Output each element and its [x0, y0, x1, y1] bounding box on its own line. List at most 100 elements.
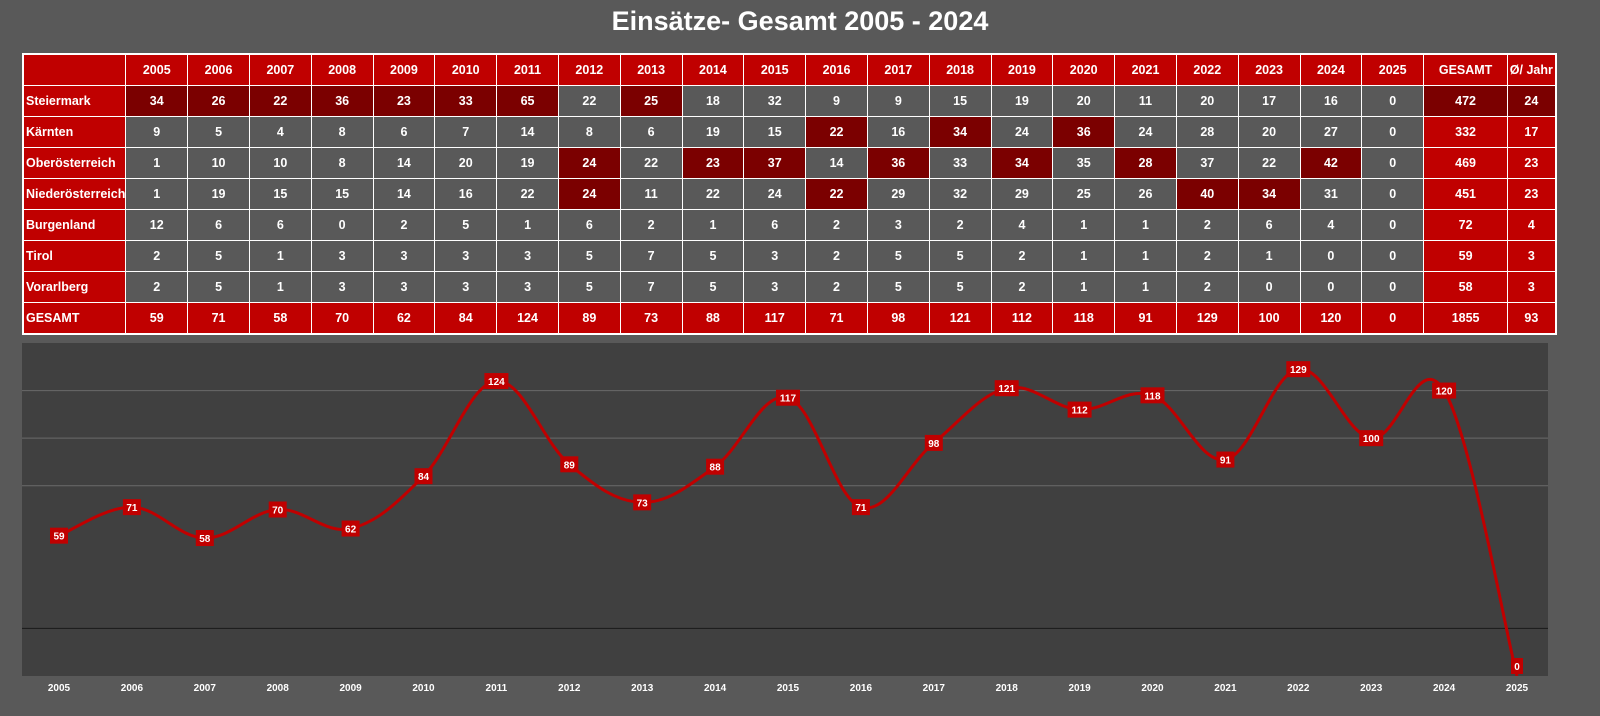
column-header: 2007 [248, 53, 312, 86]
table-cell: 3 [372, 240, 436, 272]
table-cell: 35 [1052, 147, 1116, 179]
table-cell: 16 [434, 178, 498, 210]
data-label-text: 121 [998, 384, 1015, 395]
total-cell: 84 [434, 302, 498, 335]
table-cell: 1 [1114, 240, 1177, 272]
data-label-text: 0 [1514, 662, 1520, 673]
table-cell: 22 [1237, 147, 1301, 179]
table-cell: 7 [619, 240, 683, 272]
data-label-text: 71 [126, 503, 138, 514]
x-tick-label: 2021 [1214, 683, 1237, 694]
data-label-text: 117 [780, 394, 797, 405]
table-cell: 36 [866, 147, 930, 179]
column-header: 2016 [805, 53, 868, 86]
table-cell: 2 [928, 209, 992, 241]
column-header: 2006 [187, 53, 250, 86]
table-cell: 15 [743, 116, 807, 148]
data-label-text: 120 [1436, 387, 1453, 398]
table-cell: 0 [1361, 116, 1425, 148]
total-cell: 58 [248, 302, 312, 335]
table-cell: 10 [187, 147, 250, 179]
table-cell: 5 [928, 240, 992, 272]
table-cell: 3 [310, 271, 374, 303]
table-cell: 8 [310, 147, 374, 179]
table-cell: 469 [1423, 147, 1509, 179]
total-cell: 71 [805, 302, 868, 335]
x-tick-label: 2005 [47, 683, 71, 694]
data-label-box [122, 499, 141, 516]
column-header: 2008 [310, 53, 374, 86]
table-cell: 12 [125, 209, 189, 241]
table-cell: 6 [619, 116, 683, 148]
data-label: 62 [341, 520, 360, 537]
table-cell: 16 [1299, 85, 1363, 117]
table-cell: 19 [496, 147, 559, 179]
x-tick-label: 2025 [1505, 683, 1529, 694]
column-header: 2020 [1052, 53, 1116, 86]
table-row: Tirol 2 5 1 3 3 3 3 5 7 5 3 2 5 5 2 1 1 2 1 0 0 59 3 [22, 240, 1557, 272]
data-label-box [633, 494, 652, 511]
x-tick-label: 2014 [703, 683, 727, 694]
table-cell: 0 [1361, 271, 1425, 303]
total-cell: 70 [310, 302, 374, 335]
table-row: Oberösterreich 1 10 10 8 14 20 19 24 22 23 37 14 36 33… [22, 147, 1557, 179]
table-cell: 3 [496, 271, 559, 303]
table-cell: 0 [1361, 178, 1425, 210]
table-cell: 1 [1052, 271, 1116, 303]
table-cell: 1 [248, 271, 312, 303]
table-cell: 3 [372, 271, 436, 303]
column-header: 2015 [743, 53, 807, 86]
data-label-box [924, 434, 943, 451]
table-cell: 37 [1175, 147, 1239, 179]
table-row: Steiermark 34 26 22 36 23 33 65 22 25 18 32 9 9 15 19 20… [22, 85, 1557, 117]
total-cell: 98 [866, 302, 930, 335]
table-cell: 11 [1114, 85, 1177, 117]
total-cell: 73 [619, 302, 683, 335]
column-header: 2013 [619, 53, 683, 86]
table-cell: 2 [1175, 271, 1239, 303]
data-label: 84 [414, 468, 433, 485]
data-label-text: 98 [928, 439, 940, 450]
table-cell: 16 [866, 116, 930, 148]
table-cell: 1 [1052, 209, 1116, 241]
table-cell: 451 [1423, 178, 1509, 210]
data-label: 59 [50, 527, 68, 544]
data-label-box [1140, 387, 1165, 404]
header-corner [22, 53, 127, 86]
table-cell: 5 [681, 240, 745, 272]
total-cell: 120 [1299, 302, 1363, 335]
data-label: 129 [1286, 361, 1311, 378]
table-cell: 24 [990, 116, 1054, 148]
table-cell: 15 [928, 85, 992, 117]
table-cell: 6 [743, 209, 807, 241]
x-tick-label: 2013 [631, 683, 654, 694]
data-label-box [851, 499, 870, 516]
data-label-text: 118 [1144, 391, 1161, 402]
table-cell: 17 [1507, 116, 1557, 148]
table-cell: 37 [743, 147, 807, 179]
column-header: Ø/ Jahr [1507, 53, 1557, 86]
table-cell: 17 [1237, 85, 1301, 117]
table-cell: 29 [866, 178, 930, 210]
table-cell: 5 [681, 271, 745, 303]
table-cell: 9 [805, 85, 868, 117]
data-label-text: 59 [53, 532, 65, 543]
data-label: 88 [706, 458, 725, 475]
data-label-box [1067, 401, 1092, 418]
table-cell: 22 [248, 85, 312, 117]
table-cell: 26 [1114, 178, 1177, 210]
row-label: Oberösterreich [22, 147, 127, 179]
table-cell: 2 [125, 271, 189, 303]
table-cell: 7 [619, 271, 683, 303]
table-cell: 23 [1507, 178, 1557, 210]
table-cell: 2 [125, 240, 189, 272]
data-label-box [1359, 430, 1384, 447]
column-header: 2009 [372, 53, 436, 86]
data-label-box [1216, 451, 1235, 468]
table-cell: 2 [990, 240, 1054, 272]
data-label: 98 [924, 434, 943, 451]
column-header: 2022 [1175, 53, 1239, 86]
data-label-box [1432, 382, 1457, 399]
table-cell: 6 [1237, 209, 1301, 241]
data-label: 71 [851, 499, 870, 516]
